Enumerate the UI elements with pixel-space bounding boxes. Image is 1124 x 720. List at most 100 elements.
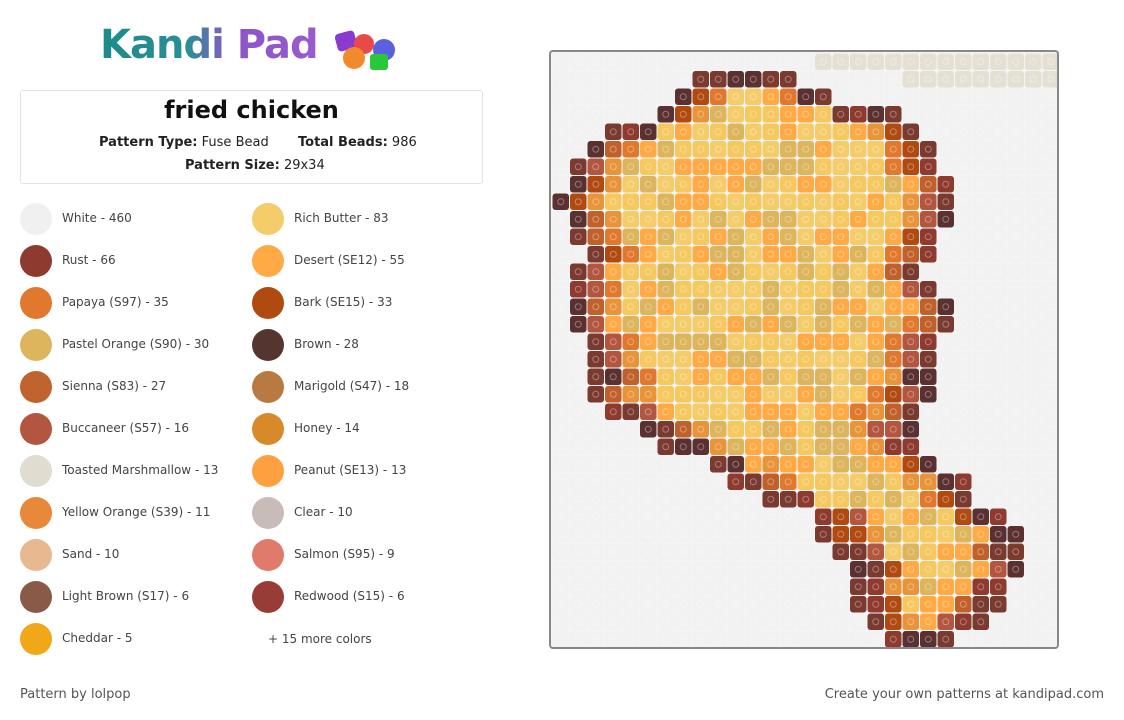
bead [657,421,674,438]
bead [815,438,832,455]
bead [920,578,937,595]
bead-hole [837,355,845,363]
bead [745,123,762,140]
bead-hole [609,163,617,171]
bead [622,333,639,350]
bead-hole [644,110,652,118]
bead-hole [767,355,775,363]
bead-hole [557,548,565,556]
bead [955,456,972,473]
bead-hole [959,250,967,258]
bead [622,106,639,123]
bead [797,53,814,70]
bead [552,106,569,123]
bead [675,246,692,263]
bead [955,193,972,210]
bead-hole [924,513,932,521]
bead [955,578,972,595]
bead [990,403,1007,420]
bead [867,596,884,613]
bead [832,438,849,455]
bead-hole [714,128,722,136]
bead [605,543,622,560]
bead [762,246,779,263]
bead [762,176,779,193]
bead [1025,491,1042,508]
bead-hole [872,58,880,66]
bead-hole [907,163,915,171]
bead [867,526,884,543]
bead [692,106,709,123]
bead [937,211,954,228]
bead-hole [574,285,582,293]
bead-hole [942,495,950,503]
bead-hole [574,250,582,258]
pattern-title: fried chicken [164,96,339,124]
bead [552,631,569,647]
more-colors[interactable]: + 15 more colors [268,632,372,646]
bead-hole [1012,513,1020,521]
bead [657,316,674,333]
bead-hole [907,215,915,223]
bead [762,333,779,350]
bead-hole [924,390,932,398]
bead-hole [959,425,967,433]
bead-hole [644,180,652,188]
bead-hole [889,600,897,608]
bead-hole [942,443,950,451]
bead-hole [697,530,705,538]
bead [692,386,709,403]
bead [955,368,972,385]
bead [1007,316,1024,333]
bead [570,508,587,525]
bead [815,228,832,245]
bead [745,368,762,385]
bead-hole [609,478,617,486]
bead-hole [977,180,985,188]
bead-hole [679,233,687,241]
bead [762,53,779,70]
bead-hole [714,478,722,486]
bead [1007,438,1024,455]
bead-hole [977,530,985,538]
bead-hole [837,75,845,83]
bead-hole [802,128,810,136]
bead [675,386,692,403]
bead [727,438,744,455]
bead-hole [679,513,687,521]
bead-hole [662,565,670,573]
bead-hole [644,320,652,328]
footer-link[interactable]: Create your own patterns at kandipad.com [824,687,1104,702]
bead [832,613,849,630]
bead-hole [977,635,985,643]
logo[interactable]: Kandi Pad [100,22,319,68]
bead-hole [837,390,845,398]
bead [675,508,692,525]
bead [780,631,797,647]
bead [920,158,937,175]
bead [675,71,692,88]
bead [937,228,954,245]
bead [937,123,954,140]
bead-hole [627,180,635,188]
bead [692,246,709,263]
bead-hole [714,338,722,346]
bead [675,351,692,368]
bead-hole [907,285,915,293]
bead-hole [872,320,880,328]
color-swatch [20,245,52,277]
bead [867,193,884,210]
bead [867,158,884,175]
bead-hole [1012,75,1020,83]
bead-hole [732,268,740,276]
bead [587,438,604,455]
bead [902,316,919,333]
bead-hole [784,513,792,521]
bead-hole [889,635,897,643]
bead [675,123,692,140]
bead-hole [802,548,810,556]
bead-hole [609,390,617,398]
bead [745,351,762,368]
bead [867,228,884,245]
bead [745,456,762,473]
